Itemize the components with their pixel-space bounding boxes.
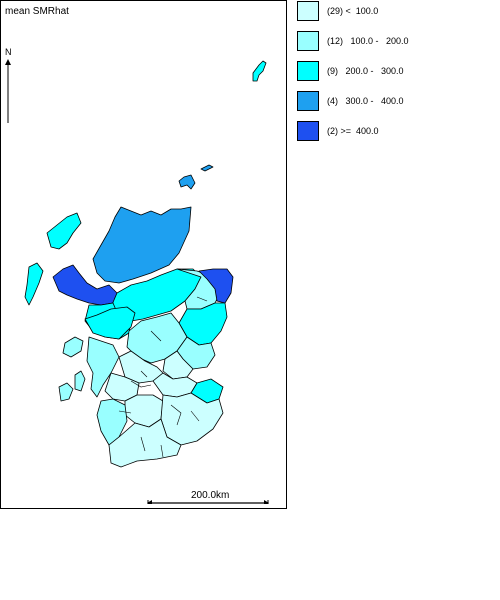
map-frame: mean SMRhat N [0,0,287,509]
legend-label: (12) 100.0 - 200.0 [327,36,409,46]
north-label: N [5,47,12,57]
region-orkney-north[interactable] [200,164,214,172]
region-argyll-south[interactable] [86,336,120,398]
legend-swatch [297,121,319,141]
legend-swatch [297,31,319,51]
legend-label: (29) < 100.0 [327,6,379,16]
scotland-map [24,60,267,468]
region-islay[interactable] [58,382,74,402]
region-shetland[interactable] [252,60,267,82]
legend-item-2: (12) 100.0 - 200.0 [297,30,409,52]
scale-label: 200.0km [191,490,230,501]
region-jura[interactable] [74,370,86,392]
region-dumfries[interactable] [108,418,182,468]
region-banff-buchan[interactable] [198,268,234,304]
map-title: mean SMRhat [5,6,69,17]
legend-swatch [297,1,319,21]
region-orkney[interactable] [178,174,196,190]
legend-label: (2) >= 400.0 [327,126,379,136]
region-argyll-north[interactable] [84,306,136,340]
legend-item-1: (29) < 100.0 [297,0,378,22]
legend-item-5: (2) >= 400.0 [297,120,379,142]
region-mull[interactable] [62,336,84,358]
legend-swatch [297,61,319,81]
legend-item-3: (9) 200.0 - 300.0 [297,60,404,82]
scale-bar [147,500,269,504]
north-arrow-icon [5,59,11,123]
region-western-isles-north[interactable] [46,212,82,250]
legend-swatch [297,91,319,111]
legend-label: (9) 200.0 - 300.0 [327,66,404,76]
region-sutherland[interactable] [92,206,192,284]
legend-label: (4) 300.0 - 400.0 [327,96,404,106]
region-fife[interactable] [162,350,194,380]
region-borders[interactable] [160,392,224,446]
region-western-isles-south[interactable] [24,262,44,306]
legend-item-4: (4) 300.0 - 400.0 [297,90,404,112]
